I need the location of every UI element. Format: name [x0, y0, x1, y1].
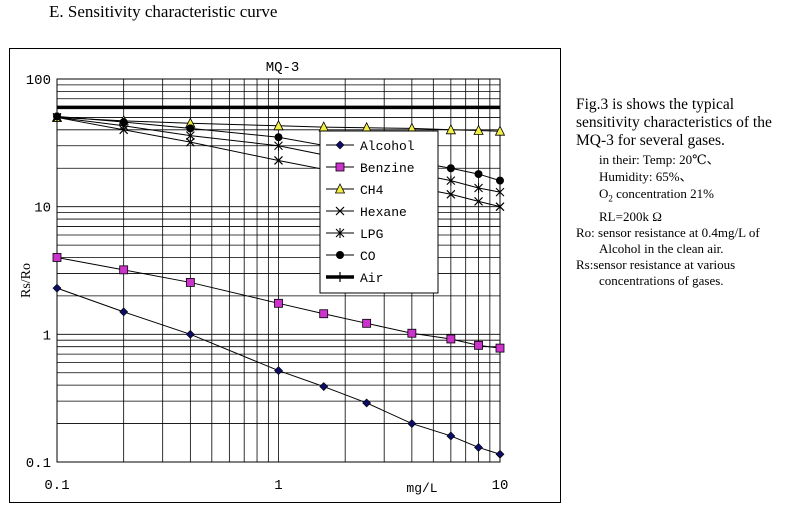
- data-point-co: [496, 176, 504, 185]
- data-point-alcohol: [319, 382, 329, 391]
- data-point-lpg: [474, 183, 483, 194]
- data-point-benzine: [274, 298, 283, 308]
- notes-oxygen-suffix: concentration 21%: [612, 186, 714, 201]
- notes-oxygen: O2 concentration 21%: [576, 185, 796, 208]
- section-heading: E. Sensitivity characteristic curve: [49, 2, 278, 21]
- y-tick-label: 10: [34, 201, 51, 217]
- x-axis-label: mg/L: [406, 481, 437, 496]
- series-line-ch4: [56, 116, 501, 132]
- legend-marker-benzine: [335, 162, 345, 172]
- data-point-benzine: [119, 265, 129, 275]
- data-point-benzine: [185, 278, 195, 287]
- notes-lead: Fig.3 is shows the typical sensitivity c…: [576, 96, 772, 149]
- notes-humidity: Humidity: 65%、: [599, 169, 693, 184]
- data-point-co: [274, 133, 283, 142]
- data-point-alcohol: [446, 431, 456, 441]
- chart-frame: Alcohol Benzine CH4 Hexane LPG CO Air 0.1 1 10 10…: [9, 48, 561, 503]
- notes-rs-definition: Rs:sensor resistance at various: [576, 256, 736, 272]
- data-point-ch4: [473, 124, 484, 135]
- series-line-benzine: [56, 256, 501, 349]
- legend-marker-ch4: [334, 183, 346, 194]
- data-point-benzine: [407, 328, 417, 338]
- x-tick-label: 1: [274, 478, 282, 494]
- data-point-lpg: [446, 175, 456, 186]
- data-point-benzine: [362, 318, 372, 328]
- data-point-co: [53, 112, 61, 121]
- data-point-benzine: [446, 334, 456, 344]
- legend-label-benzine: Benzine: [360, 161, 415, 176]
- data-point-co: [119, 118, 128, 127]
- data-point-benzine: [474, 340, 483, 350]
- notes-ro-definition-cont: Alcohol in the clean air.: [599, 240, 724, 256]
- series-line-alcohol: [56, 287, 501, 455]
- data-point-lpg: [274, 140, 283, 151]
- legend-label-air: Air: [360, 271, 383, 286]
- data-point-hexane: [185, 137, 195, 147]
- chart-title: MQ-3: [266, 60, 300, 76]
- data-point-co: [186, 124, 195, 133]
- notes-rs-definition-cont: concentrations of gases.: [599, 272, 724, 288]
- data-point-co: [446, 164, 455, 173]
- legend-label-ch4: CH4: [360, 183, 384, 198]
- data-point-hexane: [474, 196, 483, 206]
- data-point-alcohol: [495, 449, 505, 459]
- data-point-alcohol: [185, 329, 195, 339]
- data-point-benzine: [52, 253, 62, 262]
- plot-border: [56, 78, 501, 463]
- y-axis-label: Rs/Ro: [19, 263, 34, 298]
- side-notes: Fig.3 is shows the typical sensitivity c…: [576, 96, 796, 289]
- notes-rl: RL=200k Ω: [599, 208, 662, 224]
- y-tick-label: 1: [43, 328, 51, 344]
- legend-marker-hexane: [335, 206, 345, 216]
- notes-oxygen-sub: 2: [608, 193, 613, 204]
- notes-conditions: in their: Temp: 20℃、: [599, 152, 720, 167]
- y-tick-label: 100: [26, 73, 51, 89]
- data-point-benzine: [495, 343, 505, 353]
- data-point-alcohol: [407, 419, 417, 428]
- notes-ro-definition: Ro: sensor resistance at 0.4mg/L of: [576, 224, 760, 240]
- legend-marker-lpg: [335, 228, 345, 238]
- data-point-alcohol: [52, 283, 62, 293]
- data-point-alcohol: [474, 443, 483, 452]
- legend-marker-alcohol: [335, 140, 345, 150]
- data-point-hexane: [495, 202, 505, 212]
- data-point-alcohol: [274, 366, 283, 376]
- y-tick-label: 0.1: [26, 456, 51, 472]
- legend-label-hexane: Hexane: [360, 205, 407, 220]
- data-point-benzine: [319, 309, 329, 319]
- data-point-hexane: [446, 189, 456, 199]
- legend-label-co: CO: [360, 249, 376, 264]
- legend-marker-co: [336, 251, 344, 259]
- data-point-alcohol: [362, 398, 372, 408]
- data-point-alcohol: [119, 307, 129, 317]
- x-tick-label: 10: [492, 478, 509, 494]
- legend-label-alcohol: Alcohol: [360, 139, 415, 154]
- x-tick-label: 0.1: [44, 478, 69, 494]
- legend-label-lpg: LPG: [360, 227, 383, 242]
- legend-marker-air: [336, 272, 344, 282]
- data-point-co: [474, 170, 483, 179]
- data-point-ch4: [445, 123, 457, 135]
- data-point-ch4: [273, 119, 284, 131]
- data-point-lpg: [495, 187, 505, 198]
- notes-oxygen-prefix: O: [599, 186, 609, 201]
- data-point-hexane: [274, 156, 283, 165]
- data-point-ch4: [494, 125, 506, 136]
